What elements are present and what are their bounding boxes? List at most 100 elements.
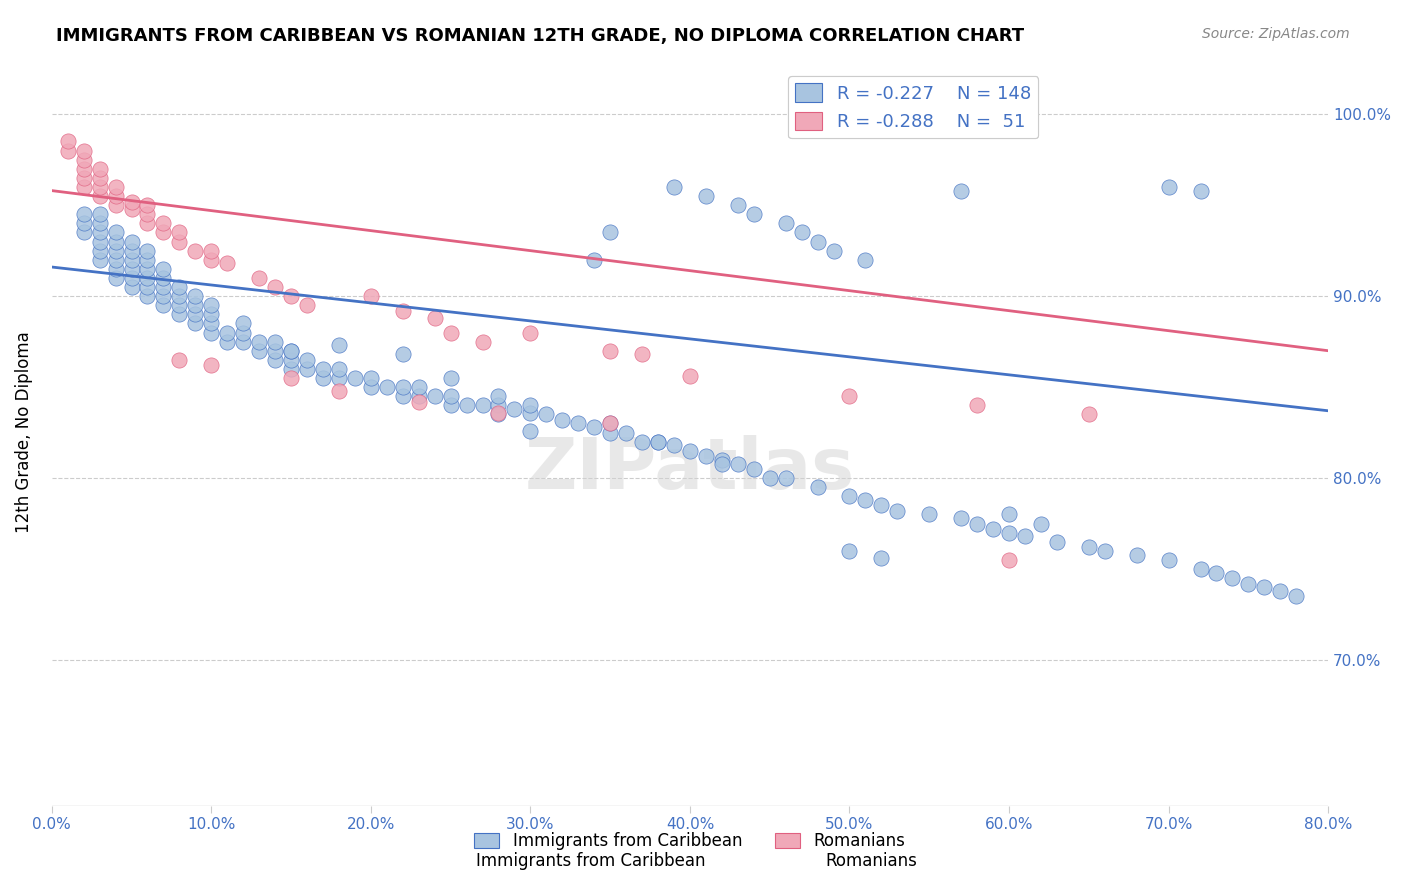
Point [981, 522, 1004, 536]
Point [104, 198, 127, 212]
Point [200, 252, 222, 267]
Point [121, 244, 143, 258]
Point [806, 480, 828, 494]
Point [488, 408, 510, 422]
Point [456, 398, 478, 412]
Point [104, 235, 127, 249]
Point [169, 289, 191, 303]
Point [360, 380, 382, 394]
Point [73, 180, 96, 194]
Point [136, 271, 159, 285]
Point [1205, 566, 1227, 580]
Point [439, 389, 461, 403]
Point [89, 226, 111, 240]
Point [73, 170, 96, 185]
Point [439, 371, 461, 385]
Point [104, 252, 127, 267]
Point [184, 307, 207, 321]
Point [280, 362, 302, 376]
Point [280, 289, 302, 303]
Point [200, 317, 222, 331]
Point [695, 189, 717, 203]
Point [73, 161, 96, 176]
Point [695, 449, 717, 463]
Point [775, 471, 797, 485]
Point [599, 343, 621, 358]
Point [1222, 571, 1244, 585]
Point [423, 310, 446, 325]
Point [56, 135, 79, 149]
Point [328, 384, 350, 398]
Point [408, 380, 430, 394]
Point [488, 398, 510, 412]
Point [89, 180, 111, 194]
Point [121, 235, 143, 249]
Point [471, 334, 494, 349]
Point [1285, 590, 1308, 604]
Point [806, 235, 828, 249]
Point [295, 362, 318, 376]
Point [280, 343, 302, 358]
Point [488, 389, 510, 403]
Point [1157, 553, 1180, 567]
Point [360, 371, 382, 385]
Text: Immigrants from Caribbean: Immigrants from Caribbean [475, 852, 706, 870]
Point [439, 398, 461, 412]
Point [1077, 408, 1099, 422]
Point [136, 198, 159, 212]
Point [217, 256, 239, 270]
Point [169, 307, 191, 321]
Point [280, 352, 302, 367]
Point [391, 389, 413, 403]
Point [232, 326, 254, 340]
Point [343, 371, 366, 385]
Point [328, 338, 350, 352]
Point [169, 352, 191, 367]
Point [295, 352, 318, 367]
Point [328, 362, 350, 376]
Point [152, 280, 174, 294]
Point [200, 298, 222, 312]
Point [503, 401, 526, 416]
Point [583, 252, 606, 267]
Point [264, 334, 287, 349]
Point [104, 271, 127, 285]
Point [375, 380, 398, 394]
Point [247, 334, 270, 349]
Legend: R = -0.227    N = 148, R = -0.288    N =  51: R = -0.227 N = 148, R = -0.288 N = 51 [789, 76, 1038, 138]
Point [89, 244, 111, 258]
Point [73, 153, 96, 167]
Point [599, 425, 621, 440]
Point [758, 471, 780, 485]
Point [823, 244, 845, 258]
Point [121, 202, 143, 216]
Point [1270, 583, 1292, 598]
Point [360, 289, 382, 303]
Point [184, 244, 207, 258]
Point [838, 389, 860, 403]
Point [247, 271, 270, 285]
Point [855, 492, 877, 507]
Point [136, 280, 159, 294]
Point [727, 198, 749, 212]
Point [217, 334, 239, 349]
Point [1046, 534, 1069, 549]
Point [950, 184, 973, 198]
Point [312, 362, 335, 376]
Point [966, 398, 988, 412]
Point [232, 317, 254, 331]
Point [391, 347, 413, 361]
Point [121, 280, 143, 294]
Point [247, 343, 270, 358]
Point [855, 252, 877, 267]
Point [408, 389, 430, 403]
Point [200, 307, 222, 321]
Point [391, 380, 413, 394]
Point [1157, 180, 1180, 194]
Point [838, 489, 860, 503]
Point [280, 343, 302, 358]
Point [1237, 576, 1260, 591]
Point [918, 508, 941, 522]
Point [232, 334, 254, 349]
Point [998, 553, 1021, 567]
